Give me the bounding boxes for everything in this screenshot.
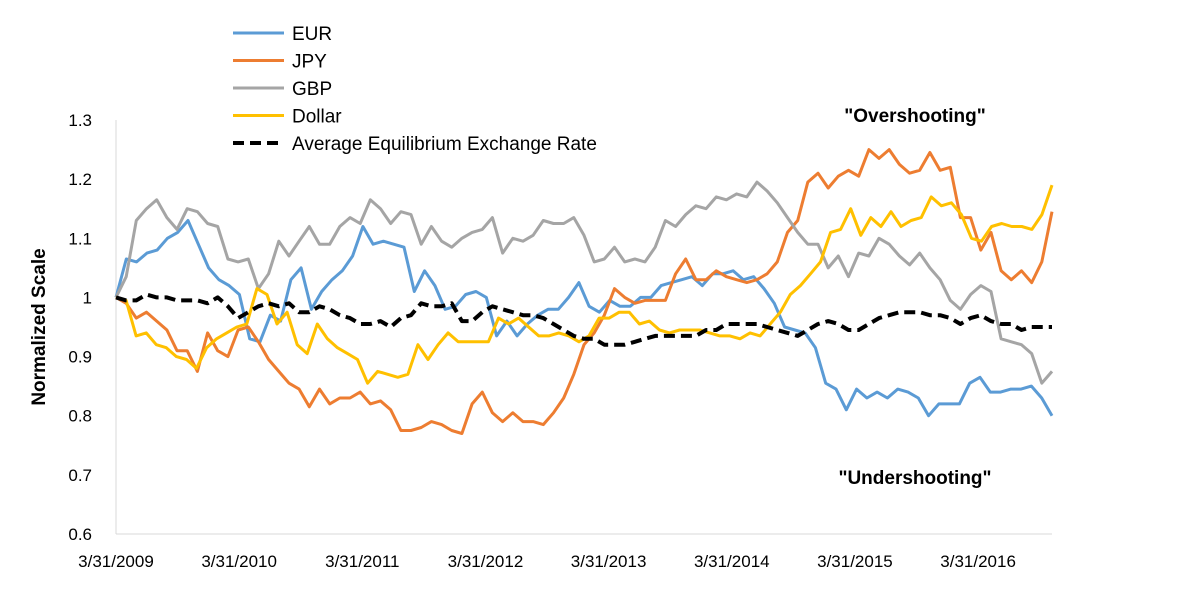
- x-tick-labels: 3/31/2009 3/31/2010 3/31/2011 3/31/2012 3/31…: [78, 552, 1016, 571]
- y-tick-label: 0.6: [68, 525, 92, 544]
- y-tick-label: 1.2: [68, 170, 92, 189]
- legend-label-eur: EUR: [292, 24, 332, 45]
- x-tick-label: 3/31/2010: [201, 552, 277, 571]
- legend-label-jpy: JPY: [292, 52, 327, 73]
- legend-label-gbp: GBP: [292, 79, 332, 100]
- y-tick-label: 1.1: [68, 229, 92, 248]
- y-tick-label: 0.8: [68, 407, 92, 426]
- series-line-jpy: [115, 148, 1054, 435]
- y-tick-label: 1: [83, 288, 92, 307]
- x-tick-label: 3/31/2011: [325, 552, 399, 571]
- annotation-overshooting: "Overshooting": [844, 106, 986, 127]
- y-tick-labels: 0.6 0.7 0.8 0.9 1 1.1 1.2 1.3: [68, 111, 92, 544]
- y-tick-label: 0.9: [68, 348, 92, 367]
- legend: EUR JPY GBP Dollar Average Equilibrium Excha…: [233, 24, 597, 155]
- annotation-undershooting: "Undershooting": [838, 468, 991, 489]
- x-tick-label: 3/31/2015: [817, 552, 893, 571]
- x-tick-label: 3/31/2012: [448, 552, 524, 571]
- legend-label-dollar: Dollar: [292, 107, 342, 128]
- legend-label-average-equilibrium-exchange-rate: Average Equilibrium Exchange Rate: [292, 134, 597, 155]
- series-line-eur: [114, 219, 1054, 418]
- y-axis-label: Normalized Scale: [29, 248, 50, 405]
- y-tick-label: 1.3: [68, 111, 92, 130]
- x-tick-label: 3/31/2013: [571, 552, 647, 571]
- x-tick-label: 3/31/2014: [694, 552, 770, 571]
- series-line-gbp: [114, 180, 1054, 385]
- y-tick-label: 0.7: [68, 466, 92, 485]
- series-line-average-equilibrium-exchange-rate: [115, 292, 1052, 347]
- axes: [115, 120, 1052, 535]
- x-tick-label: 3/31/2009: [78, 552, 154, 571]
- x-tick-label: 3/31/2016: [940, 552, 1016, 571]
- series-lines: [114, 148, 1054, 435]
